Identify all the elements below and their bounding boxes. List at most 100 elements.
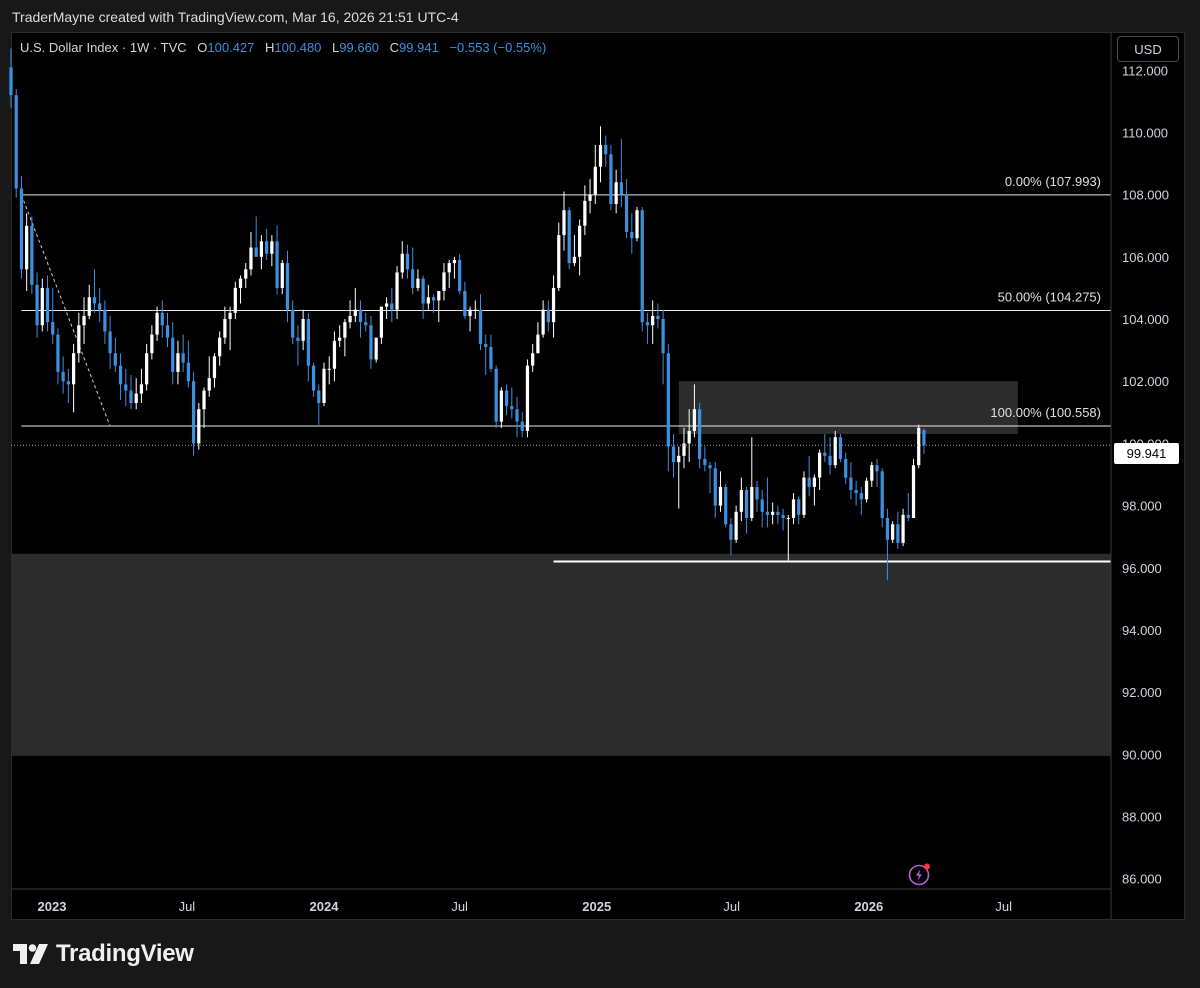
candle bbox=[541, 300, 545, 338]
brand-name: TradingView bbox=[56, 940, 194, 967]
candle-body bbox=[384, 303, 389, 307]
candle-body bbox=[447, 263, 451, 273]
candle-body bbox=[906, 514, 910, 519]
candle bbox=[499, 387, 503, 428]
lightning-alert-icon[interactable] bbox=[907, 862, 931, 886]
candle bbox=[823, 434, 827, 463]
candle bbox=[833, 430, 837, 469]
open-value: 100.427 bbox=[207, 40, 255, 55]
candle bbox=[145, 343, 149, 391]
candle-body bbox=[218, 337, 222, 357]
candle-body bbox=[311, 365, 316, 391]
candle-body bbox=[776, 511, 780, 515]
candle bbox=[19, 176, 24, 279]
time-tick-label: Jul bbox=[723, 899, 740, 914]
candle-body bbox=[270, 241, 274, 254]
demand-zone[interactable] bbox=[11, 553, 1111, 756]
candle bbox=[160, 300, 164, 338]
supply-zone[interactable] bbox=[678, 381, 1018, 435]
symbol-legend[interactable]: U.S. Dollar Index · 1W · TVC O100.427 H1… bbox=[20, 40, 546, 55]
time-tick-label: 2026 bbox=[854, 899, 883, 914]
candle-body bbox=[259, 241, 264, 257]
candle-body bbox=[598, 144, 603, 167]
candle bbox=[880, 468, 884, 528]
candle bbox=[729, 518, 733, 556]
candle bbox=[703, 446, 707, 472]
candle-body bbox=[901, 514, 905, 543]
candle-body bbox=[651, 315, 655, 326]
candle-body bbox=[791, 499, 796, 519]
candle-series bbox=[9, 48, 926, 581]
candle-body bbox=[317, 390, 321, 403]
candle-body bbox=[223, 319, 227, 338]
candle bbox=[718, 471, 723, 512]
candle-body bbox=[896, 524, 900, 543]
candle-body bbox=[171, 337, 175, 372]
candle bbox=[734, 505, 738, 543]
high-label: H bbox=[265, 40, 275, 55]
candle bbox=[327, 356, 331, 385]
currency-button[interactable]: USD bbox=[1117, 36, 1179, 62]
candle bbox=[134, 378, 138, 410]
candle-body bbox=[92, 297, 97, 304]
candle bbox=[275, 225, 279, 295]
price-tick-label: 106.000 bbox=[1122, 250, 1169, 265]
candle-body bbox=[562, 210, 566, 236]
fib-level-label: 0.00% (107.993) bbox=[1005, 174, 1101, 189]
last-price-tag: 99.941 bbox=[1114, 443, 1179, 464]
candle bbox=[244, 263, 248, 288]
candle bbox=[66, 368, 71, 403]
candle-body bbox=[40, 287, 44, 326]
candle bbox=[51, 287, 55, 344]
candle-body bbox=[458, 259, 462, 292]
candle-body bbox=[844, 458, 848, 478]
price-tick-label: 94.000 bbox=[1122, 623, 1162, 638]
candle-body bbox=[536, 334, 540, 354]
candle bbox=[609, 144, 613, 211]
candle-body bbox=[431, 297, 436, 301]
chart-caption: TraderMayne created with TradingView.com… bbox=[12, 9, 459, 25]
time-tick-label: 2025 bbox=[582, 899, 611, 914]
candle-body bbox=[82, 315, 86, 326]
candle bbox=[265, 228, 269, 260]
chart-frame[interactable] bbox=[11, 32, 1185, 920]
candle bbox=[630, 213, 634, 254]
candle-body bbox=[520, 421, 524, 431]
candle-body bbox=[708, 465, 712, 469]
candle-body bbox=[134, 393, 138, 403]
candle-body bbox=[656, 315, 660, 320]
candle-body bbox=[489, 347, 493, 369]
candle bbox=[113, 337, 117, 372]
symbol-name: U.S. Dollar Index · 1W · TVC bbox=[20, 40, 187, 55]
candle bbox=[437, 291, 441, 323]
time-tick-label: 2024 bbox=[310, 899, 340, 914]
candle bbox=[306, 312, 310, 382]
candle bbox=[452, 256, 457, 279]
candle-body bbox=[306, 319, 310, 366]
candle-body bbox=[817, 452, 822, 478]
candle bbox=[280, 259, 284, 295]
candle bbox=[786, 514, 790, 562]
candle-body bbox=[338, 337, 342, 341]
candle-body bbox=[557, 235, 561, 288]
candle bbox=[802, 471, 806, 519]
candle bbox=[301, 309, 305, 351]
candle-body bbox=[301, 319, 305, 341]
candle-body bbox=[108, 331, 112, 354]
candle bbox=[896, 511, 900, 550]
candle-body bbox=[56, 334, 60, 372]
candle bbox=[463, 281, 467, 320]
candle-body bbox=[864, 480, 869, 500]
candle-body bbox=[353, 309, 357, 316]
candle-body bbox=[66, 381, 71, 385]
candle-body bbox=[442, 272, 446, 292]
candle bbox=[348, 300, 352, 329]
candle bbox=[379, 306, 384, 344]
candle bbox=[223, 306, 227, 344]
price-tick-label: 96.000 bbox=[1122, 561, 1162, 576]
candle bbox=[588, 179, 592, 214]
candle-body bbox=[677, 455, 681, 463]
candle-body bbox=[14, 95, 18, 189]
candle bbox=[468, 306, 472, 332]
